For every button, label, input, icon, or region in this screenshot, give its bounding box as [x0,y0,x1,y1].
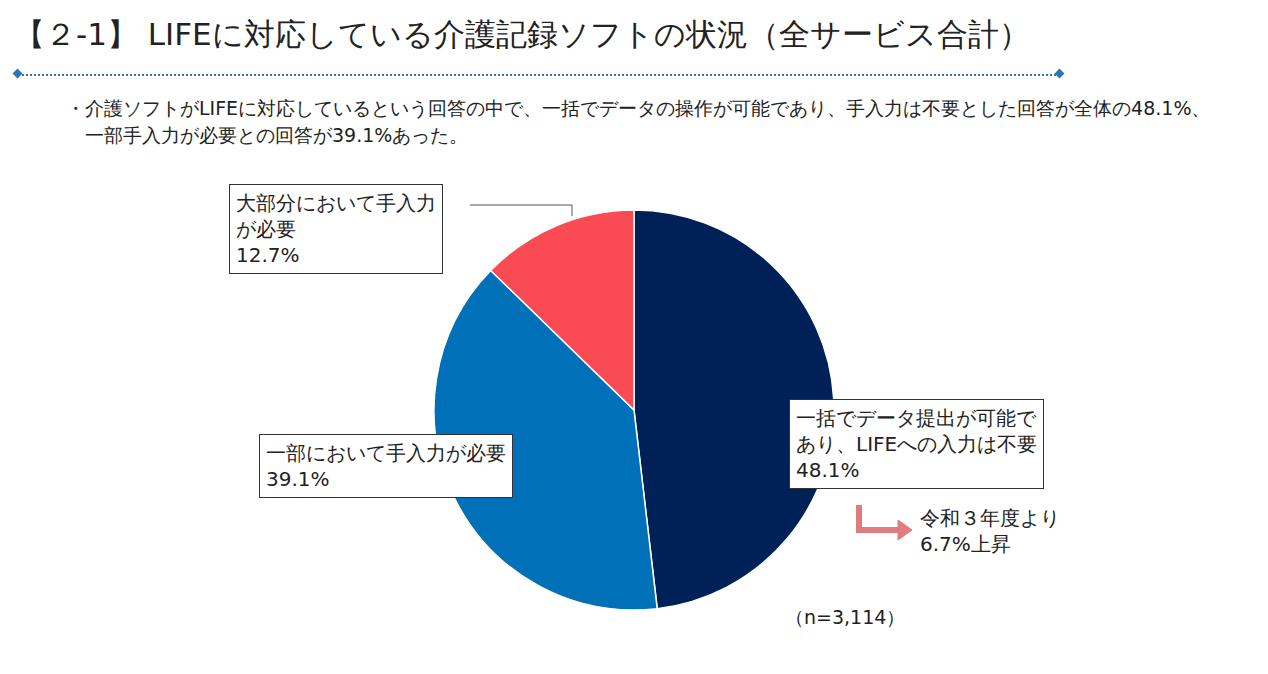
svg-text:（n=3,114）: （n=3,114） [785,606,905,628]
svg-text:一括でデータ提出が可能であり、LIFEへの入力は不要48.1: 一括でデータ提出が可能であり、LIFEへの入力は不要48.1% [796,406,1037,482]
html-text:・介護ソフトがLIFEに対応しているという回答の中で、一括で: ・介護ソフトがLIFEに対応しているという回答の中で、一括でデータの操作が可能で… [66,97,1211,146]
svg-text:一部において手入力が必要39.1%: 一部において手入力が必要39.1% [266,441,506,491]
html-text:【２-1】 LIFEに対応している介護記録ソフトの状況（全サ: 【２-1】 LIFEに対応している介護記録ソフトの状況（全サービス合計） [14,16,1030,52]
svg-text:大部分において手入力が必要12.7%: 大部分において手入力が必要12.7% [236,191,436,267]
svg-text:令和３年度より6.7%上昇: 令和３年度より6.7%上昇 [920,506,1060,556]
